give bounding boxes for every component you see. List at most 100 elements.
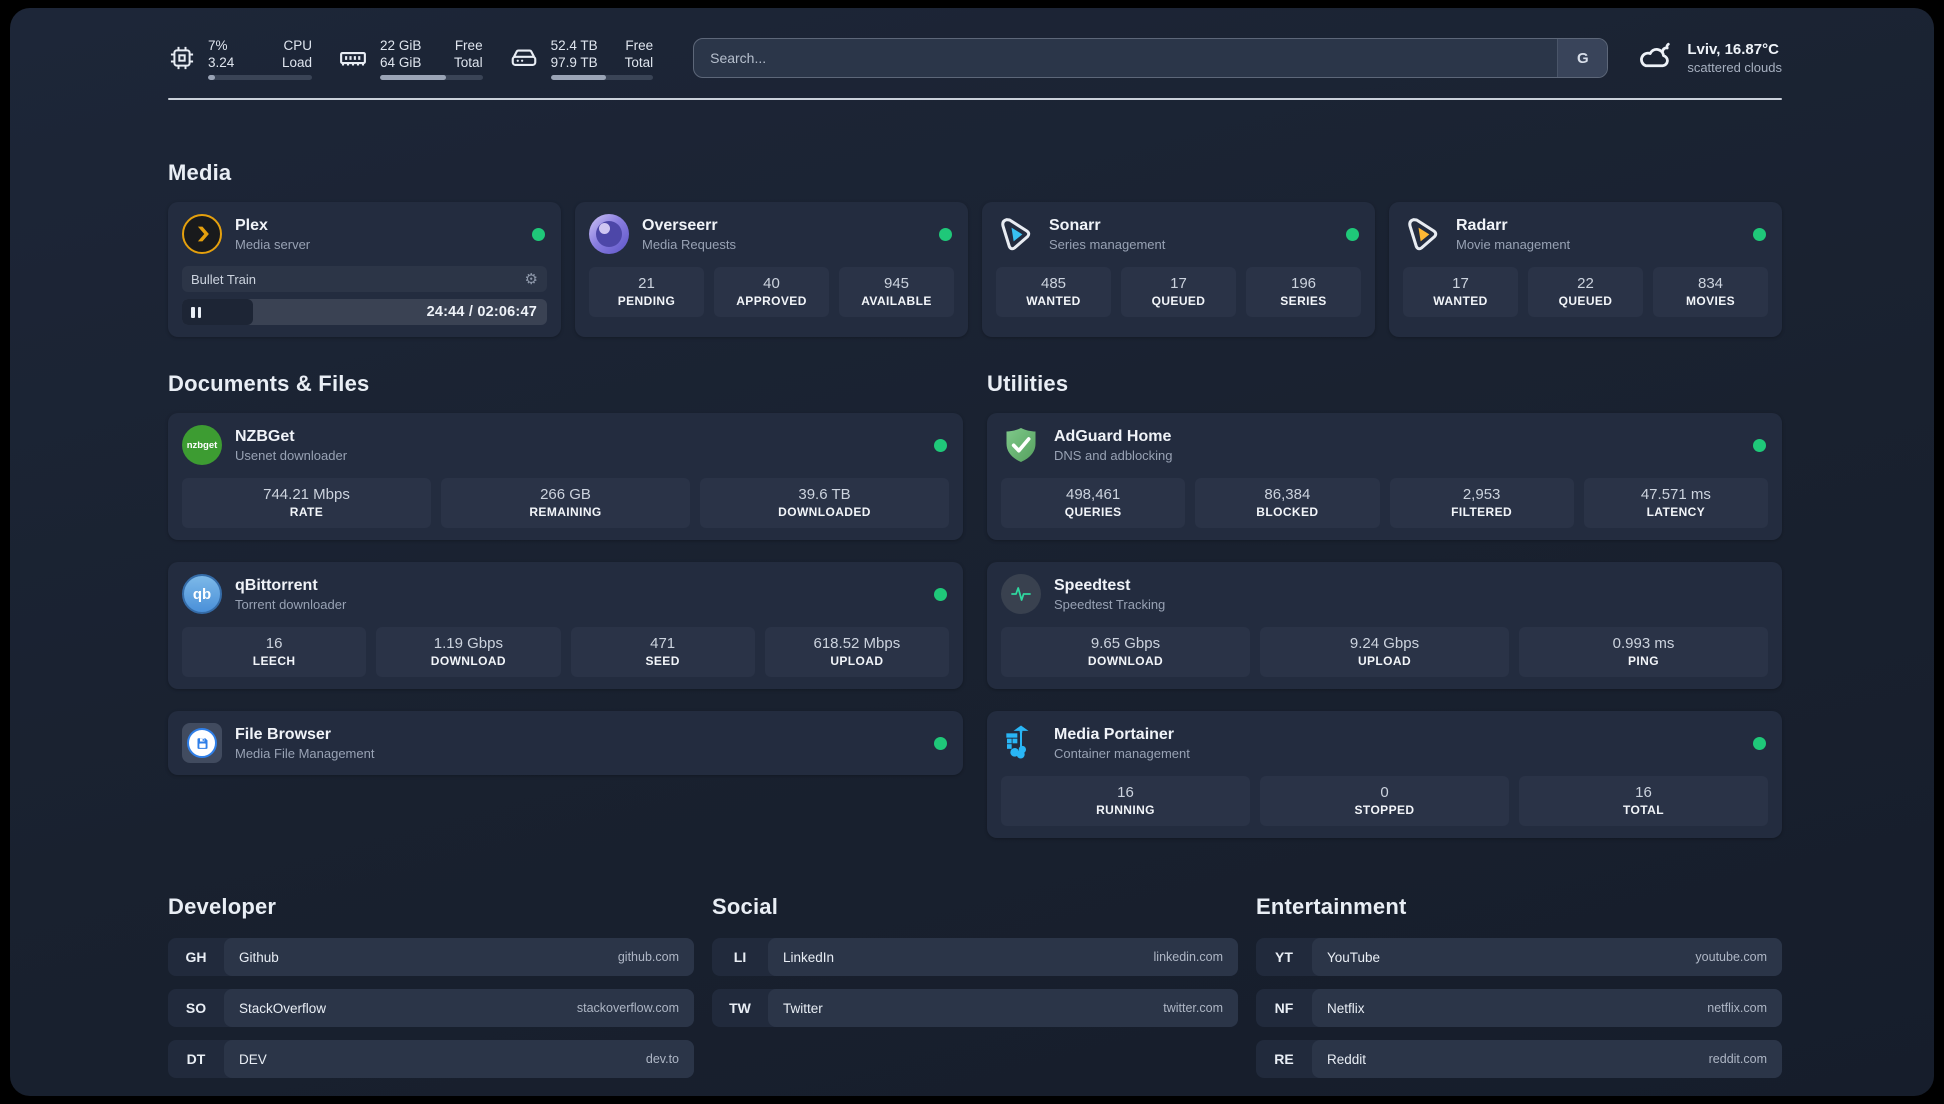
stat-value: 2,953 xyxy=(1462,486,1501,503)
stat-tile: 21 PENDING xyxy=(589,267,704,317)
stat-tile: 0 STOPPED xyxy=(1260,776,1509,826)
service-card-filebrowser[interactable]: File Browser Media File Management xyxy=(168,711,963,775)
service-card-plex[interactable]: Plex Media server Bullet Train ⚙ 24:44 /… xyxy=(168,202,561,337)
stat-label: QUEUED xyxy=(1558,294,1613,308)
stat-label: QUERIES xyxy=(1064,505,1122,519)
stat-tile: 39.6 TB DOWNLOADED xyxy=(700,478,949,528)
bookmark-twitter[interactable]: TW Twitter twitter.com xyxy=(712,989,1238,1027)
memory-progress-track xyxy=(380,74,483,80)
search-provider-button[interactable]: G xyxy=(1557,39,1608,77)
status-dot xyxy=(934,439,947,452)
disk-free-value: 52.4 TB xyxy=(550,37,598,53)
service-card-radarr[interactable]: Radarr Movie management 17 WANTED 22 QUE… xyxy=(1389,202,1782,337)
bookmark-abbr: SO xyxy=(185,1000,207,1016)
stat-tile: 16 TOTAL xyxy=(1519,776,1768,826)
bookmark-domain: stackoverflow.com xyxy=(576,1001,679,1015)
service-card-portainer[interactable]: Media Portainer Container management 16 … xyxy=(987,711,1782,838)
top-bar: 7% 3.24 CPU Load xyxy=(168,34,1782,82)
bookmark-domain: dev.to xyxy=(645,1052,679,1066)
service-title: AdGuard Home xyxy=(1054,427,1172,445)
bookmark-dev[interactable]: DT DEV dev.to xyxy=(168,1040,694,1078)
service-card-speedtest[interactable]: Speedtest Speedtest Tracking 9.65 Gbps D… xyxy=(987,562,1782,689)
cpu-label: CPU xyxy=(283,37,313,53)
stat-value: 196 xyxy=(1290,275,1317,292)
service-card-qbittorrent[interactable]: qb qBittorrent Torrent downloader 16 LEE… xyxy=(168,562,963,689)
service-subtitle: Media server xyxy=(235,236,311,252)
service-subtitle: Container management xyxy=(1054,745,1190,761)
bookmark-github[interactable]: GH Github github.com xyxy=(168,938,694,976)
stat-value: 485 xyxy=(1040,275,1067,292)
stat-label: BLOCKED xyxy=(1256,505,1319,519)
bookmark-stackoverflow[interactable]: SO StackOverflow stackoverflow.com xyxy=(168,989,694,1027)
service-subtitle: Speedtest Tracking xyxy=(1054,596,1166,612)
adguard-icon xyxy=(1001,425,1041,465)
cpu-load-value: 3.24 xyxy=(208,54,235,70)
stat-label: WANTED xyxy=(1026,294,1081,308)
cloud-icon xyxy=(1636,41,1674,75)
stat-label: TOTAL xyxy=(1623,803,1664,817)
weather-widget: Lviv, 16.87°C scattered clouds xyxy=(1636,40,1782,76)
bookmark-youtube[interactable]: YT YouTube youtube.com xyxy=(1256,938,1782,976)
playback-time: 24:44 / 02:06:47 xyxy=(426,304,537,320)
cpu-percent: 7% xyxy=(208,37,228,53)
service-title: File Browser xyxy=(235,725,332,743)
stat-tile: 9.24 Gbps UPLOAD xyxy=(1260,627,1509,677)
cpu-load-label: Load xyxy=(282,54,313,70)
overseerr-icon xyxy=(589,214,629,254)
service-card-nzbget[interactable]: nzbget NZBGet Usenet downloader 744.21 M… xyxy=(168,413,963,540)
bookmark-abbr: GH xyxy=(185,949,207,965)
service-title: Speedtest xyxy=(1054,576,1131,594)
service-card-sonarr[interactable]: Sonarr Series management 485 WANTED 17 Q… xyxy=(982,202,1375,337)
stat-label: QUEUED xyxy=(1151,294,1206,308)
speedtest-icon xyxy=(1001,574,1041,614)
settings-gear-icon[interactable]: ⚙ xyxy=(524,270,538,288)
stat-value: 834 xyxy=(1697,275,1724,292)
stat-value: 16 xyxy=(1117,784,1134,801)
playback-progress-bar[interactable]: 24:44 / 02:06:47 xyxy=(182,299,547,325)
service-title: Overseerr xyxy=(642,216,718,234)
service-title: qBittorrent xyxy=(235,576,318,594)
stat-tile: 16 LEECH xyxy=(182,627,367,677)
bookmark-netflix[interactable]: NF Netflix netflix.com xyxy=(1256,989,1782,1027)
plex-icon xyxy=(182,214,222,254)
playback-progress-fill xyxy=(182,299,254,325)
stat-tile: 266 GB REMAINING xyxy=(441,478,690,528)
bookmark-name: Twitter xyxy=(783,1000,823,1016)
stat-label: UPLOAD xyxy=(830,654,884,668)
now-playing-title: Bullet Train xyxy=(191,271,257,287)
stat-label: PING xyxy=(1628,654,1659,668)
stat-label: UPLOAD xyxy=(1357,654,1412,668)
stat-value: 21 xyxy=(638,275,655,292)
bookmark-domain: youtube.com xyxy=(1695,950,1767,964)
stat-tile: 834 MOVIES xyxy=(1653,267,1768,317)
bookmark-domain: twitter.com xyxy=(1163,1001,1223,1015)
disk-progress-track xyxy=(550,74,654,80)
stat-value: 1.19 Gbps xyxy=(433,635,503,652)
stat-tile: 17 QUEUED xyxy=(1121,267,1236,317)
stat-label: LATENCY xyxy=(1646,505,1706,519)
stat-value: 17 xyxy=(1452,275,1469,292)
service-card-adguard[interactable]: AdGuard Home DNS and adblocking 498,461 … xyxy=(987,413,1782,540)
stat-tile: 471 SEED xyxy=(570,627,755,677)
filebrowser-icon xyxy=(182,723,222,763)
bookmark-abbr: TW xyxy=(729,1000,751,1016)
bookmark-linkedin[interactable]: LI LinkedIn linkedin.com xyxy=(712,938,1238,976)
stat-tile: 9.65 Gbps DOWNLOAD xyxy=(1001,627,1250,677)
stat-tile: 945 AVAILABLE xyxy=(839,267,954,317)
stat-value: 9.24 Gbps xyxy=(1349,635,1420,652)
section-title-entertainment: Entertainment xyxy=(1256,894,1407,919)
search-input[interactable] xyxy=(694,39,1558,77)
service-card-overseerr[interactable]: Overseerr Media Requests 21 PENDING 40 A… xyxy=(575,202,968,337)
bookmark-group-entertainment: Entertainment YT YouTube youtube.com NF … xyxy=(1256,894,1782,1091)
stat-label: SEED xyxy=(645,654,680,668)
bookmark-reddit[interactable]: RE Reddit reddit.com xyxy=(1256,1040,1782,1078)
stat-value: 744.21 Mbps xyxy=(263,486,350,503)
disk-progress-fill xyxy=(550,74,606,80)
service-title: Sonarr xyxy=(1049,216,1101,234)
status-dot xyxy=(1346,228,1359,241)
stat-tile: 40 APPROVED xyxy=(714,267,829,317)
stat-label: REMAINING xyxy=(529,505,602,519)
stat-value: 16 xyxy=(265,635,283,652)
topbar-divider xyxy=(168,98,1782,100)
stat-tile: 16 RUNNING xyxy=(1001,776,1250,826)
